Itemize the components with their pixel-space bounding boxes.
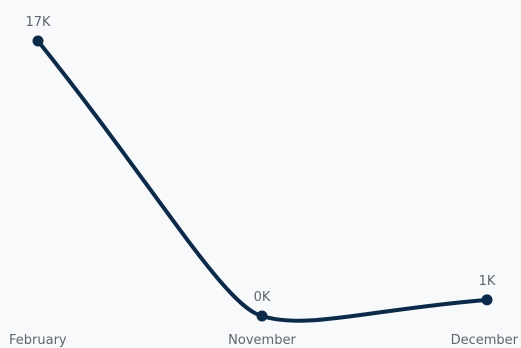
series-line (36, 39, 489, 323)
data-label-december: 1K (479, 274, 496, 289)
data-label-february: 17K (25, 15, 51, 30)
data-label-layer: 17K 0K 1K (25, 15, 495, 305)
data-point-february[interactable] (32, 35, 44, 47)
x-tick-label-february: February (9, 333, 67, 348)
x-tick-label-december: December (451, 333, 519, 348)
x-axis: February November December (9, 333, 519, 348)
x-tick-label-november: November (228, 333, 296, 348)
data-point-december[interactable] (481, 294, 493, 306)
data-label-november: 0K (254, 290, 271, 305)
data-point-layer (32, 35, 493, 322)
series-line-layer (36, 39, 489, 323)
data-point-november[interactable] (256, 310, 268, 322)
